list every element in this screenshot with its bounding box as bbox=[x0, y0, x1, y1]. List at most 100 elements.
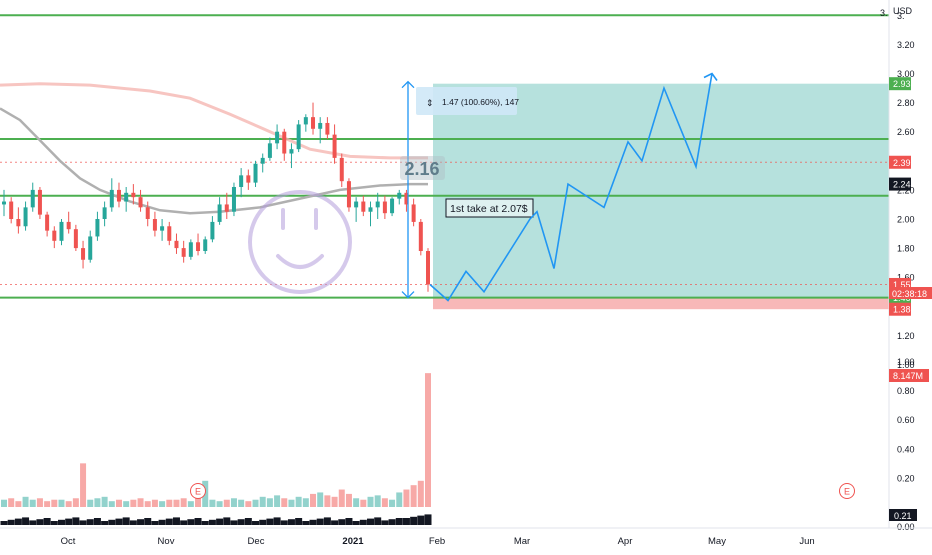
candle[interactable] bbox=[418, 219, 423, 256]
volume-bar[interactable] bbox=[65, 501, 72, 507]
volume-bar[interactable] bbox=[238, 499, 245, 507]
volume-bar[interactable] bbox=[216, 501, 223, 507]
earnings-marker[interactable]: E bbox=[190, 483, 206, 499]
candle[interactable] bbox=[253, 160, 258, 187]
candle[interactable] bbox=[88, 230, 93, 263]
volume-bar[interactable] bbox=[331, 496, 338, 507]
projected-price-path[interactable] bbox=[429, 73, 713, 302]
volume-bar[interactable] bbox=[180, 498, 187, 507]
volume-bar[interactable] bbox=[360, 499, 367, 507]
candle[interactable] bbox=[37, 186, 42, 219]
volume-bar[interactable] bbox=[281, 498, 288, 507]
candle[interactable] bbox=[131, 184, 136, 205]
candle[interactable] bbox=[282, 128, 287, 161]
candle[interactable] bbox=[23, 201, 28, 231]
candle[interactable] bbox=[296, 120, 301, 153]
candle[interactable] bbox=[404, 189, 409, 212]
candle[interactable] bbox=[224, 192, 229, 219]
volume-bar[interactable] bbox=[137, 498, 144, 507]
candle[interactable] bbox=[145, 201, 150, 227]
volume-bar[interactable] bbox=[151, 499, 158, 507]
candle[interactable] bbox=[311, 102, 316, 135]
volume-bar[interactable] bbox=[1, 499, 7, 507]
volume-bar[interactable] bbox=[310, 493, 317, 507]
volume-bar[interactable] bbox=[425, 373, 431, 507]
candle[interactable] bbox=[275, 124, 280, 150]
candle[interactable] bbox=[246, 169, 251, 190]
candle[interactable] bbox=[289, 143, 294, 169]
volume-bar[interactable] bbox=[101, 496, 108, 507]
candle[interactable] bbox=[152, 211, 157, 237]
volume-bar[interactable] bbox=[51, 499, 58, 507]
candle[interactable] bbox=[361, 195, 366, 217]
candle[interactable] bbox=[196, 233, 201, 256]
candle[interactable] bbox=[2, 189, 6, 217]
candle[interactable] bbox=[188, 239, 193, 260]
candle[interactable] bbox=[116, 182, 121, 208]
smiley-face-drawing[interactable] bbox=[248, 190, 352, 294]
volume-bar[interactable] bbox=[94, 498, 101, 507]
candle[interactable] bbox=[411, 198, 416, 227]
candle[interactable] bbox=[368, 201, 373, 227]
candle[interactable] bbox=[181, 240, 186, 263]
volume-bar[interactable] bbox=[317, 492, 324, 507]
candle[interactable] bbox=[95, 211, 100, 241]
profit-zone[interactable] bbox=[433, 83, 889, 298]
candle[interactable] bbox=[375, 192, 380, 219]
candle[interactable] bbox=[167, 221, 172, 246]
candle[interactable] bbox=[231, 182, 236, 217]
candle[interactable] bbox=[9, 197, 14, 224]
volume-bar[interactable] bbox=[144, 501, 151, 507]
volume-bar[interactable] bbox=[410, 485, 417, 507]
volume-bar[interactable] bbox=[259, 496, 266, 507]
volume-bar[interactable] bbox=[245, 501, 252, 507]
volume-bar[interactable] bbox=[374, 495, 381, 507]
volume-bar[interactable] bbox=[72, 498, 79, 507]
indicator-series[interactable] bbox=[0, 514, 432, 525]
volume-bar[interactable] bbox=[396, 492, 403, 507]
candle[interactable] bbox=[267, 137, 272, 161]
candle[interactable] bbox=[59, 219, 64, 246]
volume-axis[interactable]: 0.80 0.60 0.40 0.20 1.00 bbox=[897, 357, 915, 483]
volume-bar[interactable] bbox=[58, 499, 65, 507]
candle[interactable] bbox=[239, 168, 244, 198]
volume-bar[interactable] bbox=[123, 501, 130, 507]
candle[interactable] bbox=[102, 201, 107, 227]
candle[interactable] bbox=[45, 211, 50, 237]
candle[interactable] bbox=[217, 197, 222, 225]
candle[interactable] bbox=[73, 224, 78, 252]
volume-bar[interactable] bbox=[417, 480, 424, 507]
measure-tool[interactable]: ⇕ 1.47 (100.60%), 147 2.16 bbox=[400, 80, 519, 299]
candle[interactable] bbox=[303, 114, 308, 132]
candle[interactable] bbox=[390, 197, 395, 217]
time-axis[interactable]: Oct Nov Dec 2021 Feb Mar Apr May Jun bbox=[61, 536, 815, 547]
volume-bar[interactable] bbox=[173, 499, 180, 507]
volume-bar[interactable] bbox=[345, 493, 352, 507]
loss-zone[interactable] bbox=[433, 297, 889, 310]
volume-bar[interactable] bbox=[338, 489, 345, 507]
volume-bar[interactable] bbox=[159, 501, 166, 507]
volume-bar[interactable] bbox=[252, 499, 259, 507]
volume-series[interactable] bbox=[1, 373, 431, 507]
candle[interactable] bbox=[426, 248, 430, 292]
volume-bar[interactable] bbox=[230, 498, 237, 507]
candle[interactable] bbox=[260, 153, 265, 173]
candle[interactable] bbox=[16, 207, 21, 234]
volume-bar[interactable] bbox=[389, 499, 396, 507]
candle[interactable] bbox=[325, 117, 330, 139]
volume-bar[interactable] bbox=[80, 463, 87, 507]
candle[interactable] bbox=[174, 233, 179, 254]
candle[interactable] bbox=[332, 124, 337, 164]
volume-bar[interactable] bbox=[353, 498, 360, 507]
volume-bar[interactable] bbox=[36, 498, 43, 507]
candle[interactable] bbox=[138, 189, 143, 212]
volume-bar[interactable] bbox=[115, 499, 122, 507]
volume-bar[interactable] bbox=[295, 496, 302, 507]
candle[interactable] bbox=[52, 226, 57, 249]
volume-bar[interactable] bbox=[29, 499, 36, 507]
candle[interactable] bbox=[81, 240, 86, 269]
volume-bar[interactable] bbox=[22, 496, 29, 507]
volume-bar[interactable] bbox=[87, 499, 94, 507]
volume-bar[interactable] bbox=[302, 498, 309, 507]
